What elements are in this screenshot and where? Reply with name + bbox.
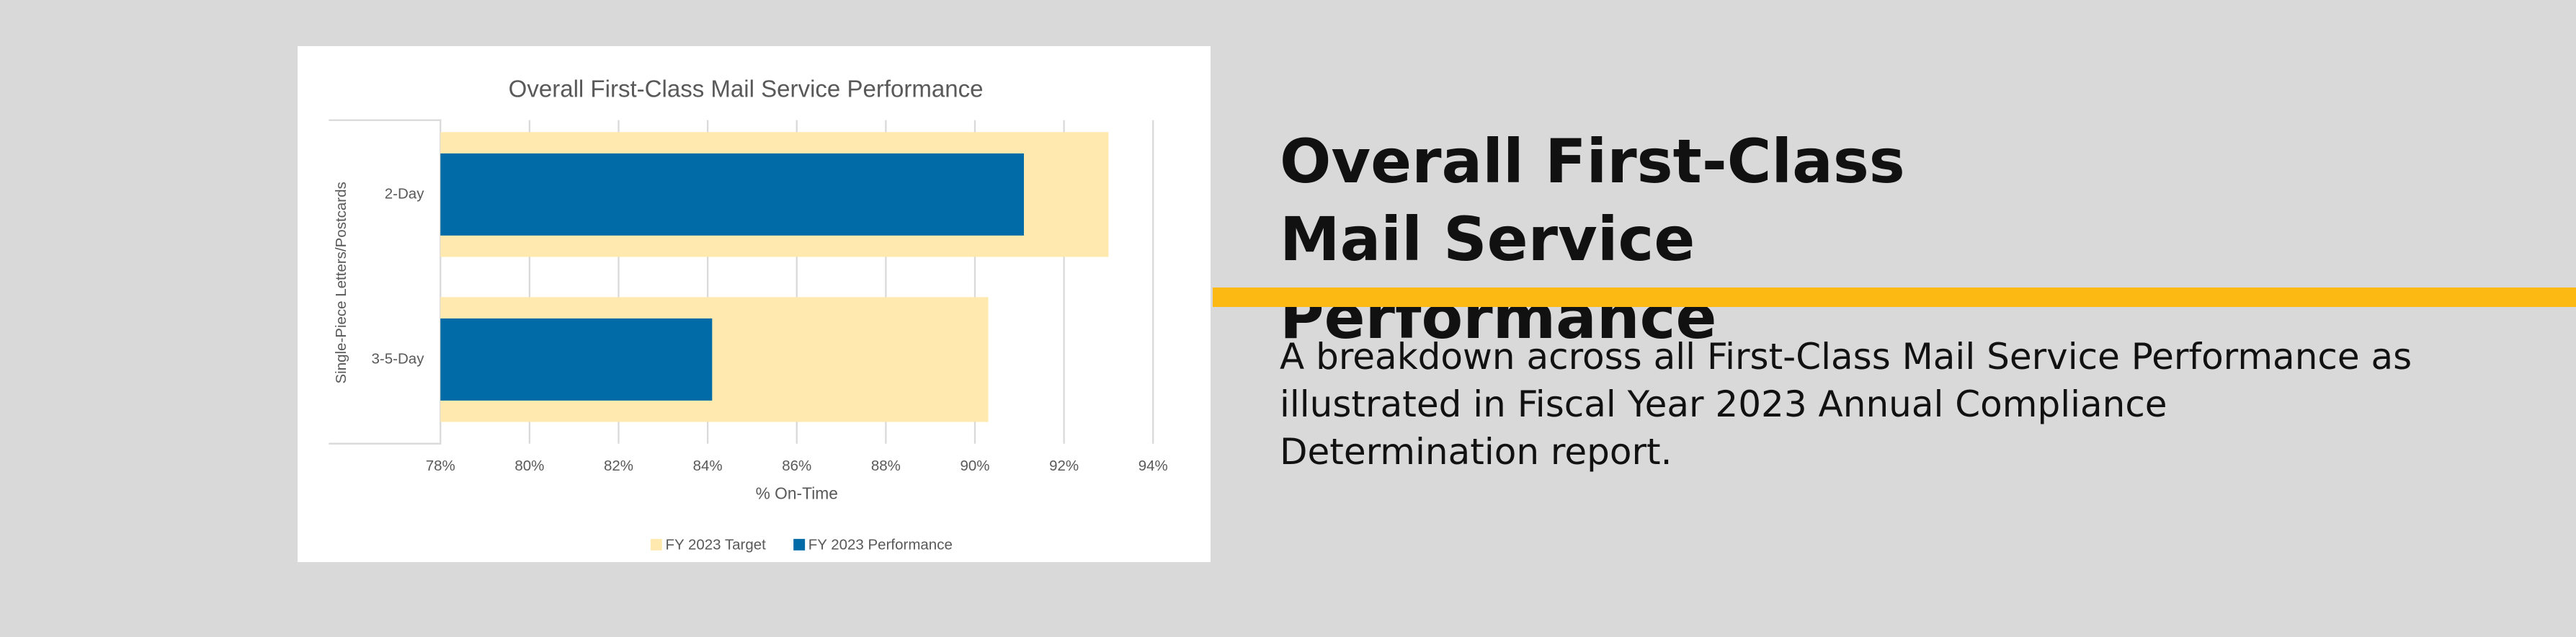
x-tick-label: 90% <box>960 458 989 474</box>
x-tick-label: 78% <box>426 458 455 474</box>
x-tick-label: 80% <box>514 458 544 474</box>
y-tick-label: 3-5-Day <box>372 350 425 367</box>
chart-title: Overall First-Class Mail Service Perform… <box>509 76 984 102</box>
x-tick-label: 92% <box>1049 458 1079 474</box>
chart: Overall First-Class Mail Service Perform… <box>329 76 1168 553</box>
description: A breakdown across all First-Class Mail … <box>1280 336 2412 473</box>
legend-label: FY 2023 Performance <box>808 536 953 553</box>
chart-panel: Overall First-Class Mail Service Perform… <box>298 46 1211 562</box>
legend-swatch <box>793 538 806 551</box>
group-label: Single-Piece Letters/Postcards <box>333 182 349 383</box>
x-tick-label: 88% <box>871 458 901 474</box>
x-axis-title: % On-Time <box>756 484 838 502</box>
x-tick-label: 94% <box>1138 458 1168 474</box>
bar <box>440 153 1024 236</box>
legend-swatch <box>650 538 662 551</box>
category-box <box>329 119 442 445</box>
x-tick-label: 82% <box>604 458 633 474</box>
x-tick-label: 84% <box>693 458 723 474</box>
bar <box>440 318 713 401</box>
heading: Overall First-Class Mail Service Perform… <box>1280 126 1905 352</box>
accent-stripe <box>1213 288 2576 307</box>
y-tick-label: 2-Day <box>385 185 424 202</box>
x-tick-label: 86% <box>782 458 811 474</box>
legend-label: FY 2023 Target <box>665 536 766 553</box>
